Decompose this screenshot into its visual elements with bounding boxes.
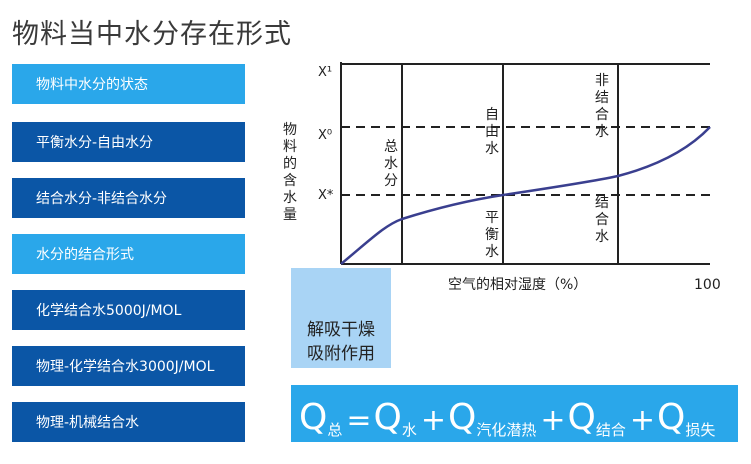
formula-q: Q — [657, 397, 686, 438]
region-char: 合 — [595, 212, 609, 228]
formula-q: Q — [448, 397, 477, 438]
region-bound-water: 结 合 水 — [595, 195, 609, 245]
desorption-line1: 解吸干燥 — [307, 320, 375, 340]
formula-equals: = — [346, 403, 372, 438]
region-char: 水 — [595, 124, 609, 140]
formula-sub-bound: 结合 — [595, 421, 626, 439]
menu-item-chemical-bound[interactable]: 化学结合水5000J/MOL — [12, 290, 245, 330]
page-title: 物料当中水分存在形式 — [12, 19, 292, 50]
formula-plus: + — [629, 403, 655, 438]
region-char: 总 — [384, 139, 398, 155]
formula-q: Q — [299, 397, 328, 438]
region-char: 自 — [485, 107, 499, 123]
region-char: 衡 — [485, 227, 499, 243]
y-label-char: 含 — [283, 173, 297, 189]
y-tick-x0: X⁰ — [318, 128, 332, 143]
y-label-char: 物 — [283, 122, 297, 138]
region-char: 由 — [485, 124, 499, 140]
region-char: 水 — [485, 244, 499, 260]
region-equilibrium-water: 平 衡 水 — [485, 210, 499, 260]
desorption-line2: 吸附作用 — [307, 344, 375, 364]
formula-q: Q — [373, 397, 402, 438]
y-label-char: 的 — [283, 156, 297, 172]
y-label-char: 料 — [283, 139, 297, 155]
desorption-box — [291, 268, 391, 368]
desorption-text: 解吸干燥 吸附作用 — [291, 318, 391, 366]
region-char: 水 — [384, 156, 398, 172]
region-char: 结 — [595, 90, 609, 106]
menu-item-bound-unbound[interactable]: 结合水分-非结合水分 — [12, 178, 245, 218]
menu-item-physico-mechanical-bound[interactable]: 物理-机械结合水 — [12, 402, 245, 442]
region-char: 合 — [595, 107, 609, 123]
y-label-char: 量 — [283, 207, 297, 223]
region-char: 分 — [384, 173, 398, 189]
y-label-char: 水 — [283, 190, 297, 206]
formula-sub-loss: 损失 — [685, 421, 716, 439]
y-tick-x1: X¹ — [318, 65, 332, 80]
formula-sub-water: 水 — [401, 421, 417, 439]
menu-item-equilibrium-free[interactable]: 平衡水分-自由水分 — [12, 122, 245, 162]
menu-item-physico-chemical-bound[interactable]: 物理-化学结合水3000J/MOL — [12, 346, 245, 386]
region-total-water: 总 水 分 — [384, 139, 398, 189]
region-unbound-water: 非 结 合 水 — [595, 73, 609, 140]
region-char: 结 — [595, 195, 609, 211]
formula-q: Q — [567, 397, 596, 438]
y-axis-label: 物 料 的 含 水 量 — [283, 122, 297, 223]
formula-sub-latent: 汽化潜热 — [476, 421, 537, 439]
formula-plus: + — [540, 403, 566, 438]
y-tick-xstar: X* — [318, 188, 334, 203]
menu-item-water-state[interactable]: 物料中水分的状态 — [12, 64, 245, 104]
menu-item-binding-forms[interactable]: 水分的结合形式 — [12, 234, 245, 274]
region-char: 平 — [485, 210, 499, 226]
formula-sub-total: 总 — [327, 421, 343, 439]
x-axis-end: 100 — [694, 277, 721, 293]
region-char: 水 — [485, 141, 499, 157]
region-free-water: 自 由 水 — [485, 107, 499, 157]
region-char: 非 — [595, 73, 609, 89]
formula-plus: + — [420, 403, 446, 438]
region-char: 水 — [595, 229, 609, 245]
moisture-curve — [340, 126, 711, 265]
x-axis-label: 空气的相对湿度（%） — [448, 277, 587, 293]
